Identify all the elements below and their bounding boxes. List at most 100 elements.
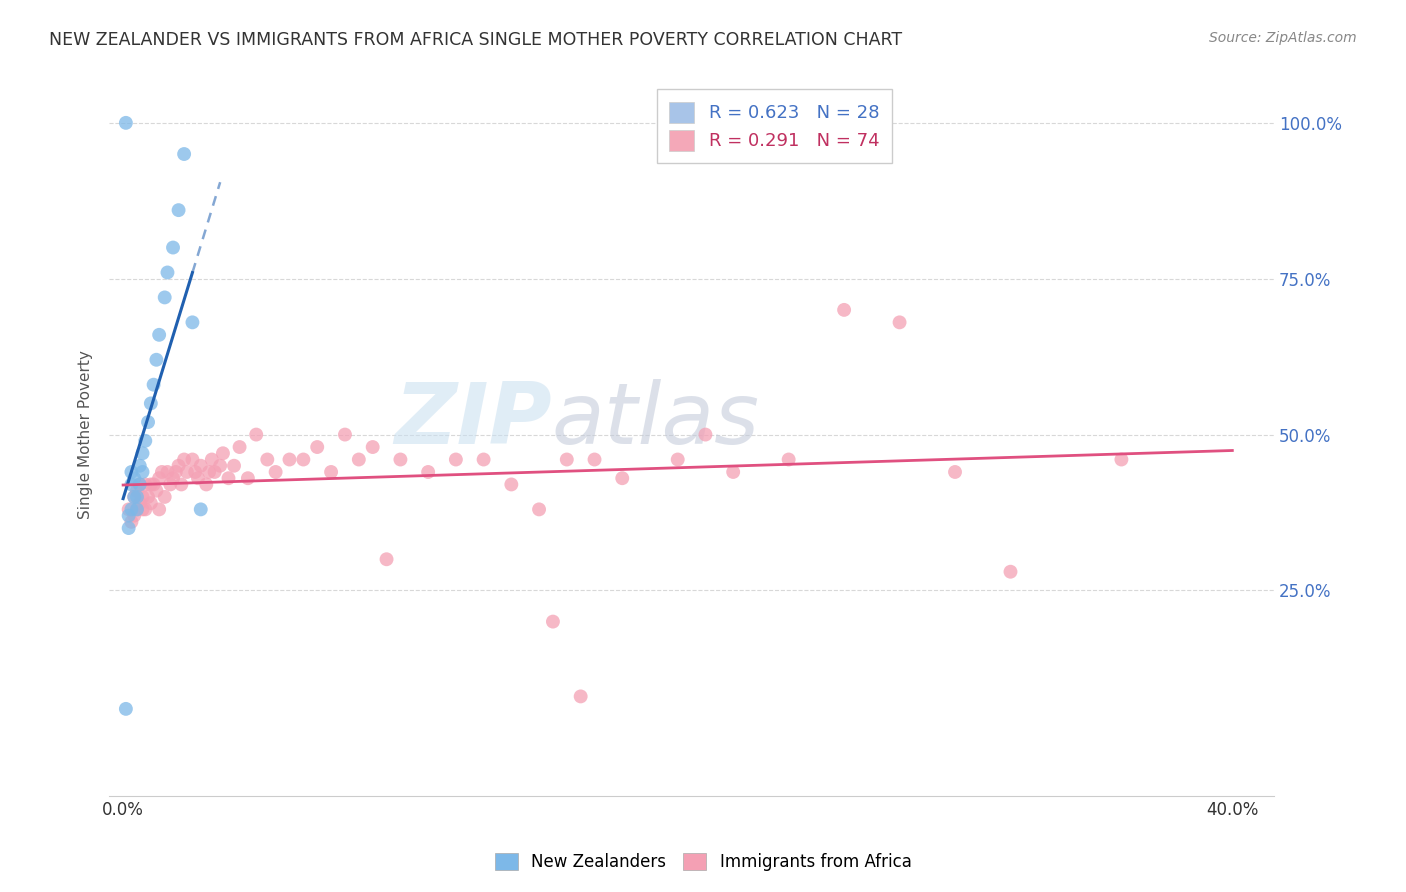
Point — [153, 490, 176, 504]
Point — [173, 452, 195, 467]
Point — [695, 427, 717, 442]
Point — [136, 490, 159, 504]
Legend: New Zealanders, Immigrants from Africa: New Zealanders, Immigrants from Africa — [486, 845, 920, 880]
Point — [236, 471, 259, 485]
Point — [120, 465, 142, 479]
Point — [361, 440, 384, 454]
Point — [131, 446, 153, 460]
Point — [148, 471, 170, 485]
Text: ZIP: ZIP — [394, 378, 551, 461]
Point — [122, 508, 145, 523]
Point — [256, 452, 278, 467]
Point — [209, 458, 232, 473]
Point — [889, 315, 911, 329]
Point — [128, 458, 150, 473]
Point — [569, 690, 592, 704]
Point — [583, 452, 606, 467]
Point — [218, 471, 240, 485]
Point — [181, 452, 204, 467]
Point — [142, 377, 165, 392]
Text: atlas: atlas — [551, 378, 759, 461]
Point — [222, 458, 245, 473]
Point — [173, 147, 195, 161]
Point — [778, 452, 800, 467]
Point — [125, 502, 148, 516]
Point — [150, 465, 173, 479]
Point — [198, 465, 221, 479]
Point — [153, 290, 176, 304]
Point — [666, 452, 689, 467]
Point — [142, 477, 165, 491]
Point — [131, 490, 153, 504]
Point — [527, 502, 550, 516]
Point — [555, 452, 578, 467]
Point — [115, 116, 138, 130]
Point — [184, 465, 207, 479]
Text: Source: ZipAtlas.com: Source: ZipAtlas.com — [1209, 31, 1357, 45]
Point — [444, 452, 467, 467]
Point — [165, 465, 187, 479]
Point — [264, 465, 287, 479]
Point — [128, 496, 150, 510]
Point — [943, 465, 966, 479]
Point — [125, 502, 148, 516]
Point — [181, 315, 204, 329]
Point — [136, 415, 159, 429]
Point — [156, 465, 179, 479]
Point — [212, 446, 235, 460]
Legend: R = 0.623   N = 28, R = 0.291   N = 74: R = 0.623 N = 28, R = 0.291 N = 74 — [657, 89, 893, 163]
Point — [120, 515, 142, 529]
Point — [139, 396, 162, 410]
Point — [333, 427, 356, 442]
Y-axis label: Single Mother Poverty: Single Mother Poverty — [79, 351, 93, 519]
Point — [278, 452, 301, 467]
Point — [145, 352, 167, 367]
Point — [125, 490, 148, 504]
Point — [1111, 452, 1133, 467]
Point — [131, 465, 153, 479]
Point — [190, 458, 212, 473]
Point — [541, 615, 564, 629]
Point — [501, 477, 523, 491]
Point — [319, 465, 342, 479]
Point — [201, 452, 224, 467]
Point — [148, 327, 170, 342]
Point — [134, 502, 156, 516]
Point — [122, 490, 145, 504]
Point — [120, 502, 142, 516]
Point — [832, 302, 855, 317]
Point — [139, 496, 162, 510]
Point — [115, 702, 138, 716]
Point — [118, 502, 141, 516]
Point — [134, 434, 156, 448]
Point — [612, 471, 634, 485]
Text: NEW ZEALANDER VS IMMIGRANTS FROM AFRICA SINGLE MOTHER POVERTY CORRELATION CHART: NEW ZEALANDER VS IMMIGRANTS FROM AFRICA … — [49, 31, 903, 49]
Point — [307, 440, 329, 454]
Point — [204, 465, 226, 479]
Point — [195, 477, 218, 491]
Point — [721, 465, 744, 479]
Point — [122, 490, 145, 504]
Point — [125, 483, 148, 498]
Point — [139, 477, 162, 491]
Point — [162, 241, 184, 255]
Point — [145, 483, 167, 498]
Point — [347, 452, 370, 467]
Point — [134, 477, 156, 491]
Point — [131, 502, 153, 516]
Point — [128, 477, 150, 491]
Point — [418, 465, 440, 479]
Point — [389, 452, 412, 467]
Point — [156, 265, 179, 279]
Point — [120, 477, 142, 491]
Point — [122, 471, 145, 485]
Point — [128, 477, 150, 491]
Point — [167, 203, 190, 218]
Point — [167, 458, 190, 473]
Point — [228, 440, 250, 454]
Point — [472, 452, 495, 467]
Point — [187, 471, 209, 485]
Point — [170, 477, 193, 491]
Point — [159, 477, 181, 491]
Point — [176, 465, 198, 479]
